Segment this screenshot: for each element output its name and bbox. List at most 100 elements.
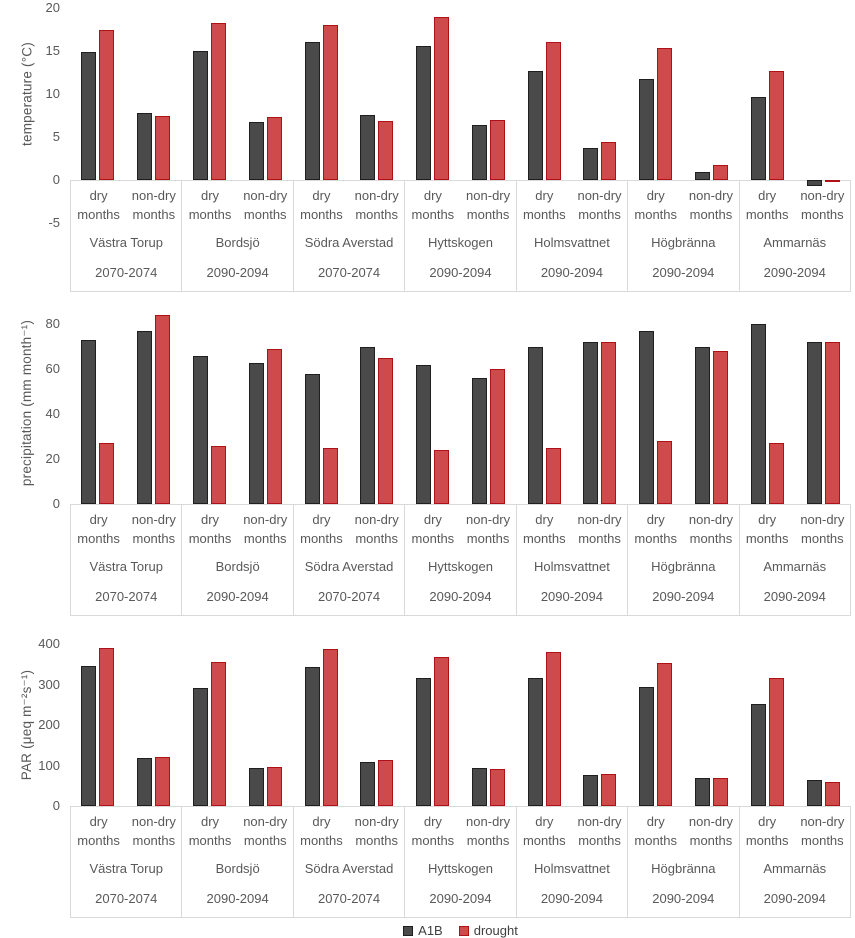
period-label: 2090-2094: [652, 265, 715, 280]
period-label: 2070-2074: [95, 265, 158, 280]
bar-drought-non-dry: [489, 369, 505, 504]
a1b-swatch-icon: [403, 925, 414, 936]
subcategory-label: dry months: [188, 512, 232, 546]
subcategory-label: dry months: [300, 512, 343, 546]
subcategory-label: dry months: [522, 188, 566, 222]
bar-A1B-dry: [304, 373, 320, 504]
bar-drought-non-dry: [266, 766, 282, 806]
subcategory-label: non-dry months: [131, 512, 176, 546]
subcategory-label: dry months: [411, 512, 455, 546]
period-label: 2090-2094: [206, 891, 269, 906]
subcategory-label: non-dry months: [131, 814, 176, 848]
bar-drought-dry: [434, 657, 450, 806]
bar-A1B-dry: [304, 667, 320, 806]
subcategory-label: non-dry months: [688, 512, 733, 546]
bar-A1B-non-dry: [248, 767, 264, 806]
subcategory-label: dry months: [411, 188, 455, 222]
bar-drought-dry: [99, 443, 115, 504]
bar-A1B-dry: [527, 346, 543, 504]
bar-A1B-dry: [304, 42, 320, 180]
category-group: dry months non-dry months Västra Torup 2070-2…: [71, 807, 181, 917]
legend: A1B drought: [70, 923, 851, 938]
period-label: 2070-2074: [317, 265, 381, 280]
y-tick-label: 0: [52, 496, 60, 511]
subcategory-label: non-dry months: [800, 814, 845, 848]
category-group: dry months non-dry months Västra Torup 2070-2…: [71, 181, 181, 291]
y-tick-label: 400: [38, 636, 60, 651]
y-tick-label: 20: [45, 0, 60, 15]
bar-drought-non-dry: [155, 315, 171, 504]
subcategory-label: non-dry months: [800, 512, 845, 546]
bar-drought-non-dry: [489, 769, 505, 806]
bar-drought-dry: [210, 445, 226, 504]
category-group: dry months non-dry months Holmsvattnet 2090-2…: [515, 181, 627, 291]
bar-A1B-dry: [416, 364, 432, 504]
bar-A1B-non-dry: [695, 172, 711, 180]
bar-drought-dry: [99, 30, 115, 180]
subcategory-label: non-dry months: [466, 188, 511, 222]
site-label: Högbränna: [651, 861, 716, 876]
period-label: 2090-2094: [429, 589, 492, 604]
subcategory-label: dry months: [77, 512, 120, 546]
subcategory-label: non-dry months: [131, 188, 176, 222]
category-group: dry months non-dry months Bordsjö 2090-2094: [181, 181, 292, 291]
site-label: Västra Torup: [89, 861, 163, 876]
subcategory-label: dry months: [188, 814, 232, 848]
period-label: 2090-2094: [652, 589, 715, 604]
site-label: Holmsvattnet: [533, 861, 610, 876]
category-group: dry months non-dry months Västra Torup 2070-2…: [71, 505, 181, 615]
subcategory-label: non-dry months: [354, 512, 399, 546]
bar-drought-dry: [322, 447, 338, 504]
subcategory-label: dry months: [188, 188, 232, 222]
category-group: dry months non-dry months Högbränna 2090-2094: [627, 807, 738, 917]
period-label: 2090-2094: [206, 589, 269, 604]
subcategory-label: dry months: [522, 512, 566, 546]
y-tick-label: 60: [45, 361, 60, 377]
legend-label-drought: drought: [473, 923, 518, 938]
bar-drought-non-dry: [824, 342, 840, 504]
bar-drought-dry: [322, 648, 338, 806]
bar-A1B-non-dry: [360, 346, 376, 504]
subcategory-label: non-dry months: [243, 512, 288, 546]
temperature-chart: temperature (°C) 20 15 10 5 0 -5 dry months non…: [0, 0, 855, 292]
bar-A1B-non-dry: [248, 362, 264, 504]
y-tick-label: 200: [38, 717, 60, 732]
bar-drought-dry: [99, 648, 115, 806]
y-tick-label: 5: [52, 129, 60, 144]
bar-A1B-non-dry: [471, 767, 487, 806]
bar-A1B-dry: [750, 703, 766, 806]
y-tick-label: 20: [45, 451, 60, 467]
bar-drought-dry: [545, 41, 561, 180]
bar-drought-non-dry: [601, 774, 617, 806]
site-label: Ammarnäs: [763, 235, 827, 250]
bar-A1B-non-dry: [248, 121, 264, 180]
y-tick-label: -5: [48, 215, 60, 230]
bar-drought-dry: [768, 678, 784, 806]
site-label: Ammarnäs: [763, 861, 827, 876]
category-group: dry months non-dry months Ammarnäs 2090-2094: [738, 505, 850, 615]
bar-drought-non-dry: [378, 358, 394, 504]
subcategory-label: non-dry months: [577, 512, 622, 546]
period-label: 2090-2094: [763, 589, 826, 604]
category-group: dry months non-dry months Hyttskogen 2090-209…: [404, 181, 515, 291]
legend-label-a1b: A1B: [418, 923, 443, 938]
bar-drought-dry: [210, 22, 226, 180]
site-label: Bordsjö: [215, 559, 260, 574]
bar-A1B-dry: [527, 677, 543, 806]
category-group: dry months non-dry months Holmsvattnet 2090-2…: [515, 505, 627, 615]
subcategory-label: non-dry months: [466, 512, 511, 546]
category-group: dry months non-dry months Holmsvattnet 2090-2…: [515, 807, 627, 917]
category-group: dry months non-dry months Södra Averstad 2070…: [292, 181, 404, 291]
subcategory-label: dry months: [634, 512, 678, 546]
par-category-axis: dry months non-dry months Västra Torup 2070-2…: [70, 806, 851, 918]
category-group: dry months non-dry months Bordsjö 2090-2094: [181, 505, 292, 615]
period-label: 2090-2094: [763, 265, 826, 280]
temperature-plot-area: 20 15 10 5 0 -5: [46, 0, 851, 230]
site-label: Bordsjö: [215, 861, 260, 876]
bar-A1B-dry: [192, 51, 208, 180]
bar-drought-non-dry: [155, 756, 171, 806]
subcategory-label: non-dry months: [577, 188, 622, 222]
bar-A1B-dry: [639, 79, 655, 180]
period-label: 2090-2094: [429, 265, 492, 280]
